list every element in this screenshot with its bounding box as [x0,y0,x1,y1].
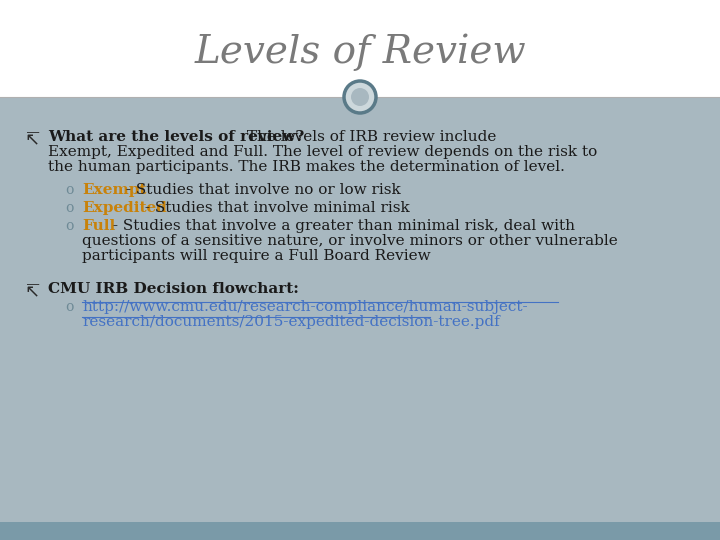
Text: o: o [65,219,73,233]
Text: CMU IRB Decision flowchart:: CMU IRB Decision flowchart: [48,282,299,296]
Text: the human participants. The IRB makes the determination of level.: the human participants. The IRB makes th… [48,160,565,174]
Text: - Studies that involve no or low risk: - Studies that involve no or low risk [121,183,400,197]
Text: o: o [65,183,73,197]
Text: Exempt, Expedited and Full. The level of review depends on the risk to: Exempt, Expedited and Full. The level of… [48,145,598,159]
Text: - Studies that involve a greater than minimal risk, deal with: - Studies that involve a greater than mi… [108,219,575,233]
Text: o: o [65,300,73,314]
Text: Levels of Review: Levels of Review [194,33,526,71]
Circle shape [344,81,376,113]
Text: Expedited: Expedited [82,201,167,215]
FancyBboxPatch shape [0,522,720,540]
Text: participants will require a Full Board Review: participants will require a Full Board R… [82,249,431,263]
Text: Exempt: Exempt [82,183,146,197]
Text: The levels of IRB review include: The levels of IRB review include [241,130,496,144]
Circle shape [351,88,369,106]
Text: research/documents/2015-expedited-decision-tree.pdf: research/documents/2015-expedited-decisi… [82,315,500,329]
Text: ↸: ↸ [25,130,40,148]
Text: What are the levels of review?: What are the levels of review? [48,130,305,144]
Text: - Studies that involve minimal risk: - Studies that involve minimal risk [140,201,410,215]
Text: o: o [65,201,73,215]
FancyBboxPatch shape [0,0,720,100]
Text: Full: Full [82,219,115,233]
Text: questions of a sensitive nature, or involve minors or other vulnerable: questions of a sensitive nature, or invo… [82,234,618,248]
Text: http://www.cmu.edu/research-compliance/human-subject-: http://www.cmu.edu/research-compliance/h… [82,300,528,314]
FancyBboxPatch shape [0,97,720,522]
Text: ↸: ↸ [25,282,40,300]
